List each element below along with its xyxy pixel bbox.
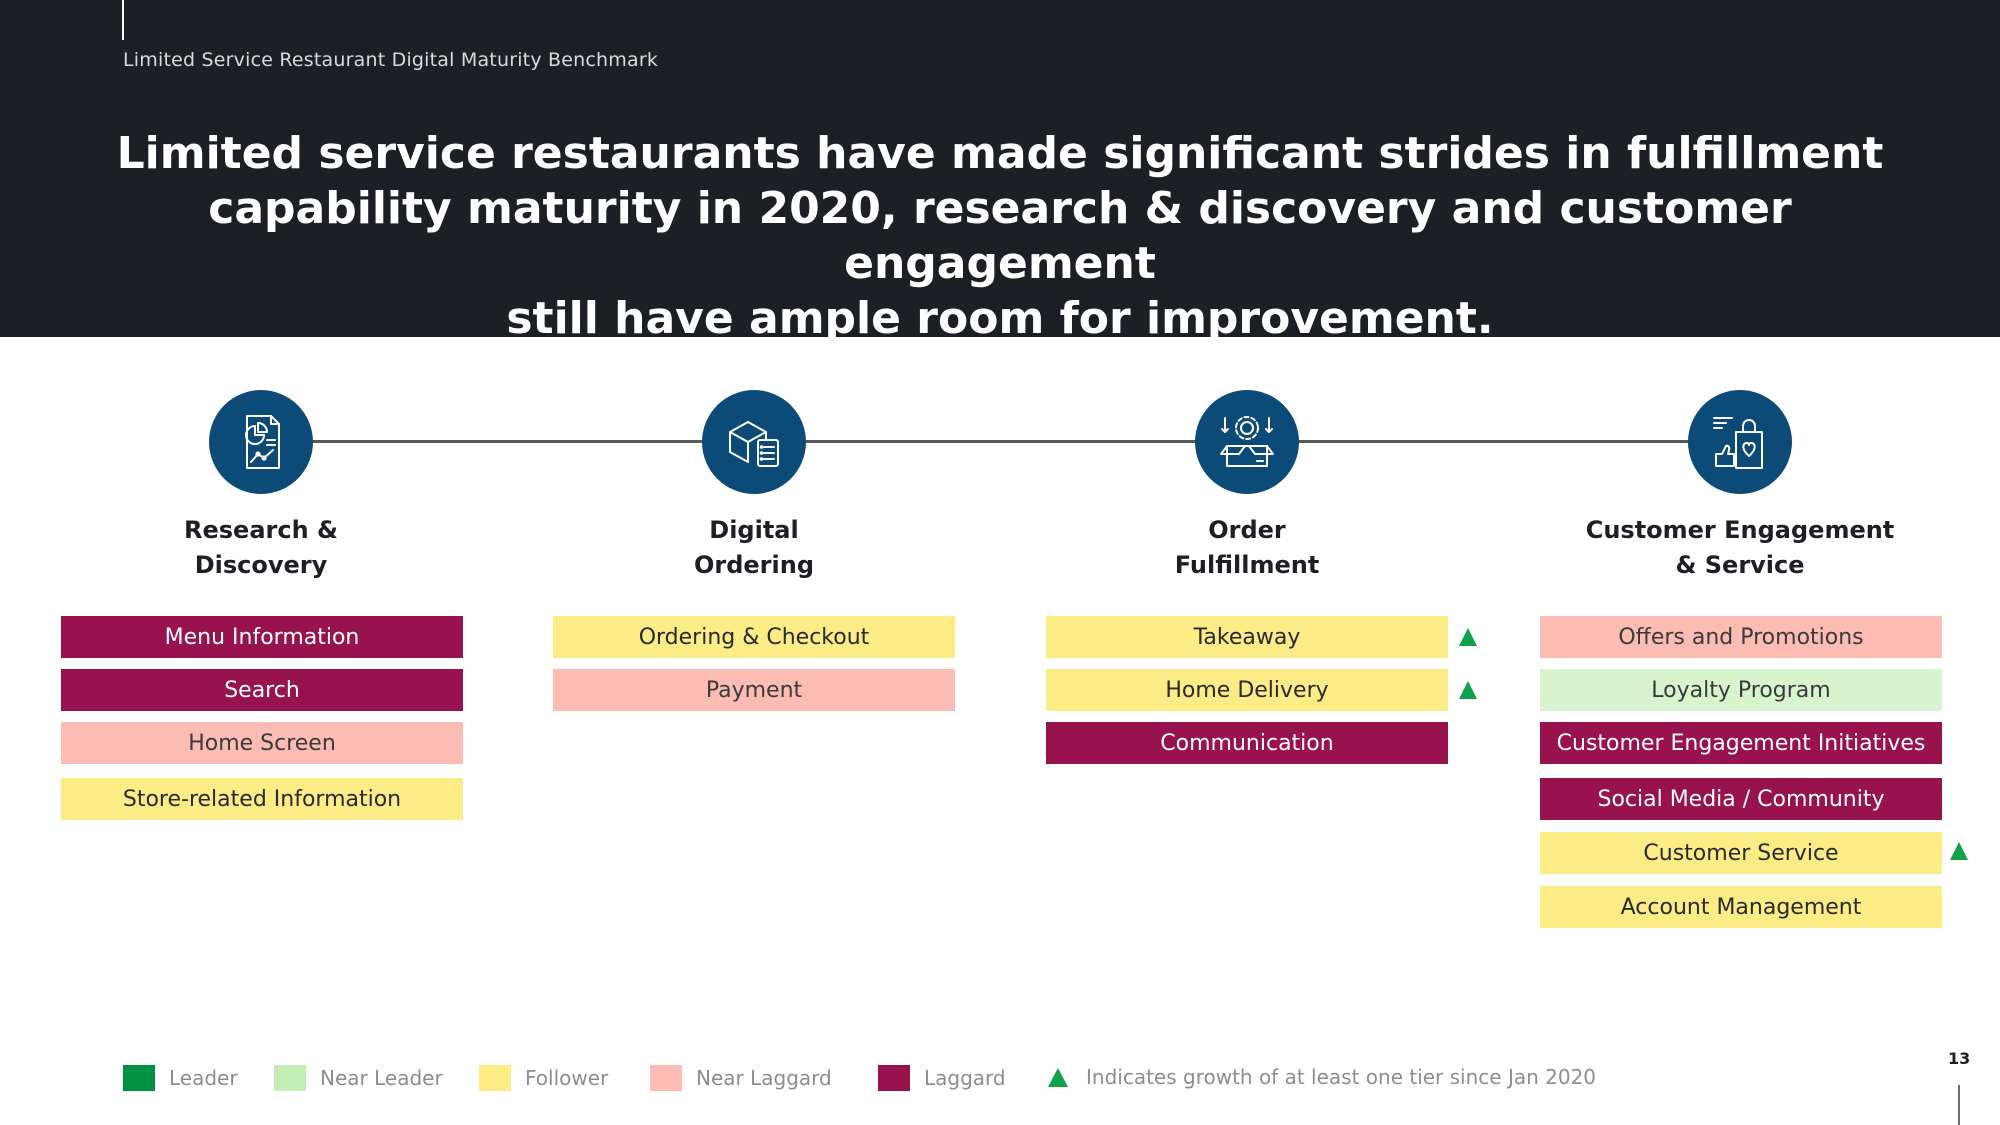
legend-label: Near Laggard [696, 1066, 832, 1090]
headline: Limited service restaurants have made si… [100, 126, 1900, 346]
legend-label: Leader [169, 1066, 238, 1090]
box-checklist-icon [729, 421, 779, 467]
stage-title-line: Customer Engagement [1585, 516, 1895, 544]
stage-title-line: Research & [184, 516, 338, 544]
legend-swatch-leader [123, 1065, 155, 1091]
legend-near-laggard: Near Laggard [650, 1065, 832, 1091]
growth-arrow-icon [1950, 842, 1968, 860]
capability-tile: Menu Information [61, 616, 463, 658]
stage-connector-line [260, 440, 1760, 443]
capability-tile: Account Management [1540, 886, 1942, 928]
growth-arrow-icon [1459, 681, 1477, 699]
legend-label: Follower [525, 1066, 609, 1090]
capability-tile: Store-related Information [61, 778, 463, 820]
legend-label: Indicates growth of at least one tier si… [1086, 1065, 1597, 1089]
capability-tile: Takeaway [1046, 616, 1448, 658]
stage-circle-research [209, 390, 313, 494]
legend-growth: Indicates growth of at least one tier si… [1048, 1065, 1596, 1089]
growth-arrow-icon [1459, 628, 1477, 646]
page-number: 13 [1948, 1049, 1971, 1068]
legend-follower: Follower [479, 1065, 608, 1091]
capability-tile: Search [61, 669, 463, 711]
shopping-bag-heart-icon [1713, 417, 1763, 469]
stage-title-engagement: Customer Engagement & Service [1539, 513, 1941, 583]
header-banner: Limited Service Restaurant Digital Matur… [0, 0, 2000, 344]
legend-label: Laggard [924, 1066, 1006, 1090]
page-accent-rule [1958, 1085, 1960, 1125]
stage-circle-engagement [1688, 390, 1792, 494]
headline-line-1: Limited service restaurants have made si… [116, 128, 1884, 179]
capability-tile: Customer Service [1540, 832, 1942, 874]
report-chart-icon [245, 415, 280, 469]
stage-circle-ordering [702, 390, 806, 494]
legend-swatch-follower [479, 1065, 511, 1091]
stage-circle-fulfillment [1195, 390, 1299, 494]
stage-title-fulfillment: Order Fulfillment [1046, 513, 1448, 583]
box-gear-icon [1220, 416, 1274, 467]
capability-tile: Communication [1046, 722, 1448, 764]
capability-tile: Payment [553, 669, 955, 711]
capability-tile: Social Media / Community [1540, 778, 1942, 820]
legend-label: Near Leader [320, 1066, 443, 1090]
capability-tile: Offers and Promotions [1540, 616, 1942, 658]
legend-laggard: Laggard [878, 1065, 1006, 1091]
headline-line-3: still have ample room for improvement. [506, 293, 1494, 344]
stage-title-line: Discovery [194, 551, 328, 579]
legend-swatch-near-laggard [650, 1065, 682, 1091]
header-accent-rule [122, 0, 124, 40]
stage-title-line: Fulfillment [1174, 551, 1320, 579]
capability-tile: Home Delivery [1046, 669, 1448, 711]
report-subtitle: Limited Service Restaurant Digital Matur… [123, 49, 659, 71]
stage-title-line: & Service [1675, 551, 1805, 579]
legend-swatch-near-leader [274, 1065, 306, 1091]
capability-tile: Home Screen [61, 722, 463, 764]
capability-tile: Loyalty Program [1540, 669, 1942, 711]
capability-tile: Customer Engagement Initiatives [1540, 722, 1942, 764]
legend-near-leader: Near Leader [274, 1065, 443, 1091]
stage-title-line: Digital [709, 516, 799, 544]
stage-title-research: Research & Discovery [60, 513, 462, 583]
headline-line-2: capability maturity in 2020, research & … [208, 183, 1792, 289]
stage-title-line: Ordering [693, 551, 815, 579]
legend-leader: Leader [123, 1065, 238, 1091]
stage-title-line: Order [1208, 516, 1286, 544]
growth-arrow-icon [1048, 1067, 1068, 1087]
stage-title-ordering: Digital Ordering [553, 513, 955, 583]
capability-tile: Ordering & Checkout [553, 616, 955, 658]
legend-swatch-laggard [878, 1065, 910, 1091]
